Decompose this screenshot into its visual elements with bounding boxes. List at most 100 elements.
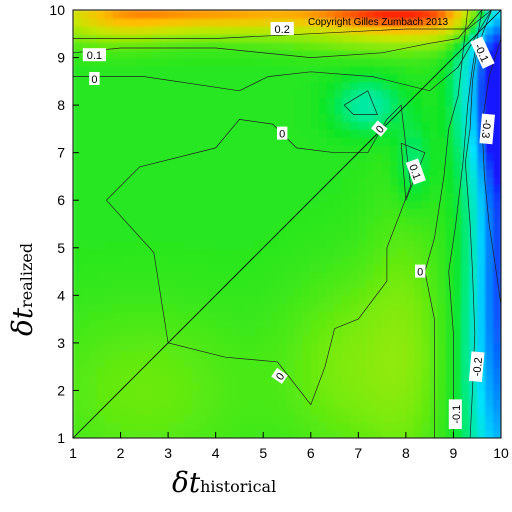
heatmap-cell	[112, 311, 122, 320]
heatmap-cell	[255, 287, 265, 297]
heatmap-cell	[461, 255, 471, 265]
heatmap-cell	[191, 184, 201, 194]
heatmap-cell	[73, 25, 82, 35]
heatmap-cell	[429, 105, 439, 114]
heatmap-cell	[199, 65, 209, 75]
heatmap-cell	[239, 89, 249, 98]
heatmap-cell	[453, 342, 463, 352]
heatmap-cell	[453, 366, 463, 376]
heatmap-cell	[421, 65, 431, 75]
heatmap-cell	[469, 136, 479, 146]
heatmap-cell	[485, 192, 494, 202]
heatmap-cell	[128, 136, 138, 146]
heatmap-cell	[485, 414, 494, 423]
heatmap-cell	[120, 303, 130, 312]
heatmap-cell	[461, 358, 471, 368]
heatmap-cell	[104, 390, 114, 400]
heatmap-cell	[160, 319, 169, 328]
heatmap-cell	[176, 430, 185, 438]
heatmap-cell	[112, 224, 122, 233]
heatmap-cell	[199, 358, 209, 368]
heatmap-cell	[96, 358, 106, 368]
heatmap-cell	[382, 57, 391, 67]
heatmap-cell	[421, 41, 431, 51]
heatmap-cell	[318, 113, 328, 122]
heatmap-cell	[152, 263, 161, 273]
heatmap-cell	[183, 57, 193, 67]
heatmap-cell	[128, 295, 138, 305]
heatmap-cell	[421, 10, 431, 19]
heatmap-cell	[144, 295, 154, 305]
heatmap-cell	[176, 176, 185, 186]
heatmap-cell	[112, 105, 122, 114]
heatmap-cell	[445, 176, 455, 186]
heatmap-cell	[112, 144, 122, 154]
heatmap-cell	[287, 327, 296, 336]
heatmap-cell	[445, 271, 455, 281]
heatmap-cell	[397, 414, 407, 423]
heatmap-cell	[168, 414, 177, 423]
heatmap-cell	[374, 279, 383, 289]
heatmap-cell	[128, 255, 138, 265]
heatmap-cell	[88, 200, 98, 209]
heatmap-cell	[136, 224, 146, 233]
heatmap-cell	[136, 144, 146, 154]
heatmap-cell	[73, 120, 82, 130]
heatmap-cell	[207, 81, 217, 91]
heatmap-cell	[453, 160, 463, 170]
heatmap-cell	[461, 390, 471, 400]
heatmap-cell	[255, 374, 265, 384]
heatmap-cell	[136, 97, 146, 106]
heatmap-cell	[374, 239, 383, 249]
heatmap-cell	[96, 279, 106, 289]
heatmap-cell	[231, 81, 241, 91]
heatmap-cell	[73, 41, 82, 51]
heatmap-cell	[421, 89, 431, 98]
heatmap-cell	[191, 57, 201, 67]
heatmap-cell	[136, 271, 146, 281]
heatmap-cell	[112, 208, 122, 217]
heatmap-cell	[334, 430, 344, 438]
heatmap-cell	[255, 160, 265, 170]
heatmap-cell	[73, 231, 82, 241]
heatmap-cell	[168, 358, 177, 368]
heatmap-cell	[342, 10, 352, 19]
heatmap-cell	[485, 263, 494, 273]
heatmap-cell	[191, 398, 201, 408]
heatmap-cell	[366, 33, 375, 43]
heatmap-cell	[350, 406, 360, 416]
heatmap-cell	[350, 25, 360, 35]
heatmap-cell	[413, 231, 423, 241]
heatmap-cell	[493, 382, 501, 392]
heatmap-cell	[263, 231, 272, 241]
heatmap-cell	[453, 382, 463, 392]
heatmap-cell	[453, 49, 463, 59]
heatmap-cell	[469, 89, 479, 98]
heatmap-cell	[366, 247, 375, 257]
heatmap-cell	[104, 128, 114, 138]
heatmap-cell	[191, 168, 201, 178]
heatmap-cell	[485, 65, 494, 75]
heatmap-cell	[199, 192, 209, 202]
heatmap-cell	[358, 200, 368, 209]
heatmap-cell	[160, 247, 169, 257]
heatmap-cell	[176, 319, 185, 328]
heatmap-cell	[493, 358, 501, 368]
heatmap-cell	[405, 430, 415, 438]
heatmap-cell	[215, 342, 225, 352]
heatmap-cell	[199, 311, 209, 320]
heatmap-cell	[223, 41, 233, 51]
heatmap-cell	[168, 311, 177, 320]
heatmap-cell	[350, 97, 360, 106]
heatmap-cell	[231, 398, 241, 408]
heatmap-cell	[128, 224, 138, 233]
heatmap-cell	[350, 120, 360, 130]
heatmap-cell	[223, 65, 233, 75]
heatmap-cell	[223, 73, 233, 83]
heatmap-cell	[334, 334, 344, 344]
heatmap-cell	[152, 414, 161, 423]
heatmap-cell	[215, 224, 225, 233]
heatmap-cell	[176, 73, 185, 83]
heatmap-cell	[485, 311, 494, 320]
heatmap-cell	[128, 263, 138, 273]
